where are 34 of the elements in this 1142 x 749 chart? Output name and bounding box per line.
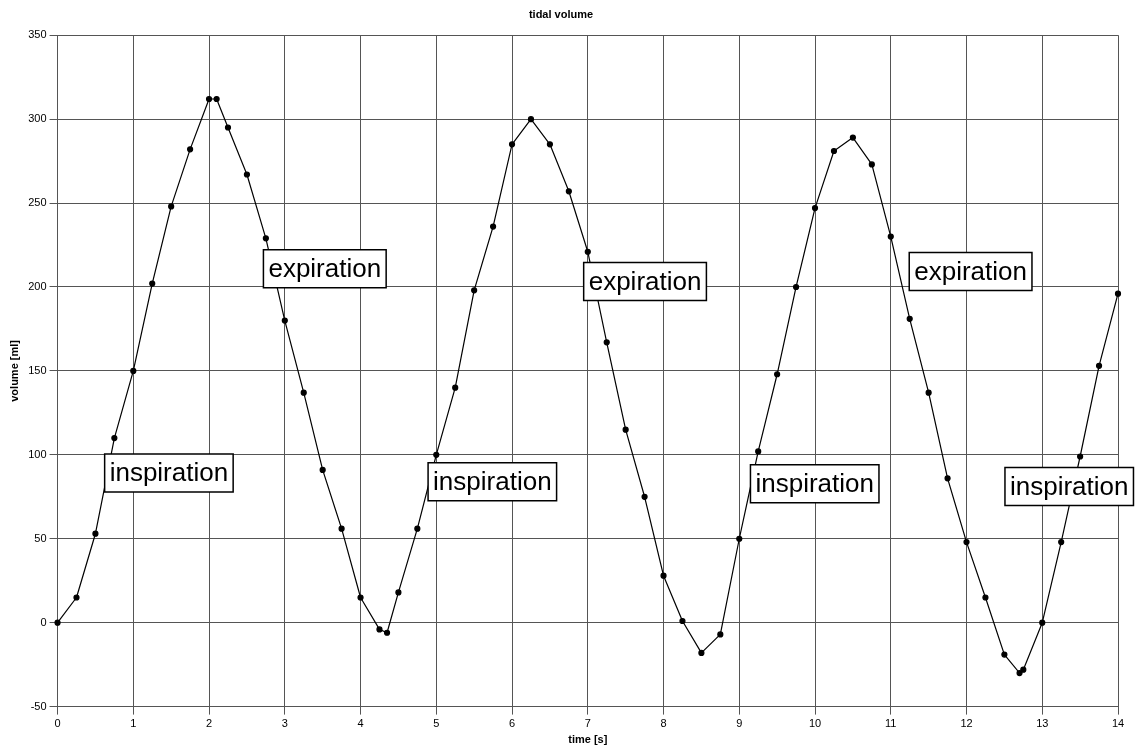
x-tick-label: 4 — [357, 717, 364, 730]
chart-title: tidal volume — [528, 7, 594, 20]
x-axis-title: time [s] — [568, 733, 608, 746]
y-tick-label: 0 — [40, 615, 47, 628]
annotation: expiration — [914, 255, 1027, 286]
x-tick-label: 6 — [508, 717, 516, 730]
x-tick-label: 0 — [54, 717, 61, 730]
x-tick-label: 14 — [1111, 717, 1125, 730]
x-tick-label: 1 — [130, 717, 137, 730]
annotation: inspiration — [433, 465, 552, 496]
y-tick-label: 100 — [28, 447, 47, 460]
y-tick-label: 50 — [34, 531, 47, 544]
annotation: inspiration — [755, 467, 874, 498]
x-tick-label: 8 — [660, 717, 667, 730]
annotation: expiration — [588, 265, 702, 296]
x-tick-label: 9 — [736, 717, 743, 730]
x-tick-label: 3 — [281, 717, 288, 730]
x-tick-label: 12 — [960, 717, 973, 730]
x-tick-label: 2 — [205, 717, 213, 730]
y-tick-label: -50 — [30, 699, 47, 712]
x-tick-label: 10 — [808, 717, 822, 730]
y-axis-title: volume [ml] — [7, 339, 20, 402]
annotation: expiration — [268, 253, 382, 284]
y-tick-label: 250 — [28, 196, 47, 209]
x-tick-label: 5 — [433, 717, 440, 730]
x-tick-label: 13 — [1036, 717, 1049, 730]
y-tick-label: 350 — [28, 28, 47, 41]
y-tick-label: 200 — [28, 280, 47, 293]
annotation: inspiration — [109, 457, 229, 488]
annotation: inspiration — [1009, 470, 1129, 501]
y-tick-label: 150 — [28, 363, 47, 376]
x-tick-label: 11 — [885, 717, 897, 730]
y-tick-label: 300 — [28, 112, 47, 125]
x-tick-label: 7 — [584, 717, 591, 730]
